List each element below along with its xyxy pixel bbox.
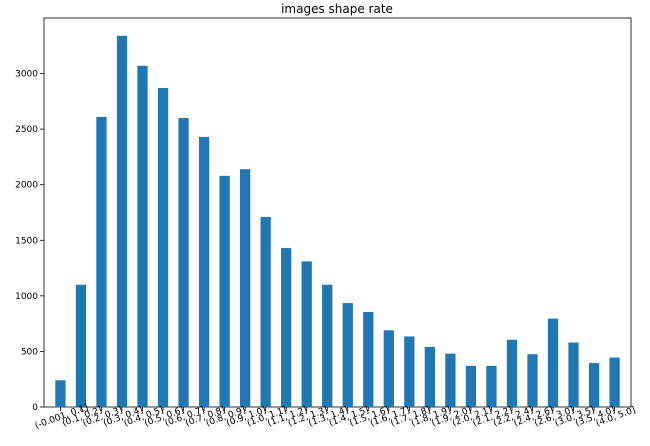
bar xyxy=(219,175,230,407)
y-tick-label: 0 xyxy=(32,403,38,413)
y-tick-label: 3000 xyxy=(15,70,38,80)
bar xyxy=(178,118,189,408)
bar xyxy=(301,261,312,407)
x-axis: (-0.001, 0.1](0.1, 0.2](0.2, 0.3](0.3, 0… xyxy=(34,403,637,432)
y-tick-label: 500 xyxy=(21,347,38,357)
y-tick-label: 1000 xyxy=(15,292,38,302)
bar xyxy=(383,330,394,407)
y-axis: 0 500 1000 1500 2000 2500 3000 xyxy=(15,70,44,413)
bar xyxy=(465,365,477,407)
bar xyxy=(404,336,415,407)
y-tick-label: 1500 xyxy=(15,236,38,246)
bar xyxy=(588,363,600,407)
y-tick-label: 2500 xyxy=(15,125,38,135)
bar xyxy=(198,136,210,407)
bar xyxy=(342,303,353,407)
bar xyxy=(568,342,579,407)
bar xyxy=(260,216,271,407)
bar xyxy=(157,88,169,408)
bar xyxy=(424,346,435,407)
bar xyxy=(281,248,292,407)
bar xyxy=(506,339,518,407)
bar-series xyxy=(55,35,620,408)
bar xyxy=(96,116,107,407)
chart-title: images shape rate xyxy=(281,2,393,16)
bar xyxy=(75,284,87,407)
bar xyxy=(322,284,333,407)
bar xyxy=(527,354,538,407)
bar xyxy=(486,365,497,407)
bar xyxy=(363,311,374,407)
bar xyxy=(240,169,251,407)
bar xyxy=(547,318,559,407)
bar xyxy=(445,353,456,407)
bar xyxy=(137,65,148,407)
bar xyxy=(609,357,620,407)
plot-frame xyxy=(43,17,632,408)
bar xyxy=(116,35,128,407)
y-tick-label: 2000 xyxy=(15,181,38,191)
bar xyxy=(55,380,66,407)
